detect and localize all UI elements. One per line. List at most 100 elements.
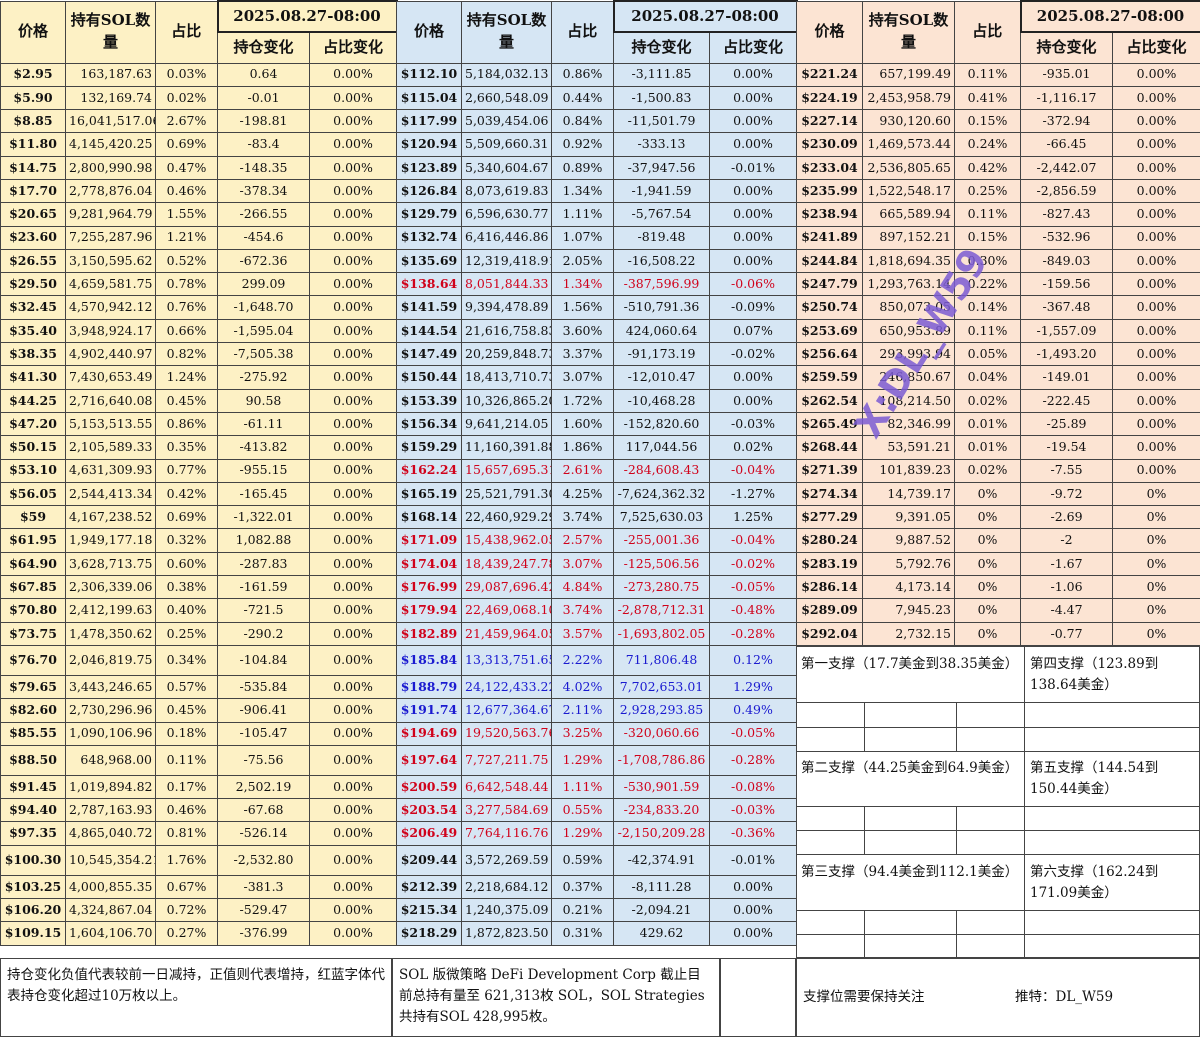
change-cell: 90.58 xyxy=(217,388,310,413)
table-row: $79.65 3,443,246.65 0.57% -535.84 0.00% xyxy=(0,674,398,700)
change-cell: -42,374.91 xyxy=(613,844,710,876)
change-cell: -530,901.59 xyxy=(613,774,710,800)
change-cell: -532.96 xyxy=(1020,225,1113,250)
table-row: $20.65 9,281,964.79 1.55% -266.55 0.00% xyxy=(0,202,398,227)
change-cell: 424,060.64 xyxy=(613,318,710,344)
table-row: $271.39 101,839.23 0.02% -7.55 0.00% xyxy=(796,458,1200,483)
table-row: $197.64 7,727,211.75 1.29% -1,708,786.86 -0.… xyxy=(396,744,798,776)
table-row: $241.89 897,152.21 0.15% -532.96 0.00% xyxy=(796,225,1200,250)
header-holding: 持有SOL数量 xyxy=(862,0,955,64)
price-cell: $171.09 xyxy=(396,528,462,553)
change-cell: 0.64 xyxy=(217,62,310,87)
pct-change-cell: -0.08% xyxy=(708,774,798,800)
price-cell: $53.10 xyxy=(0,458,66,483)
change-cell: -125,506.56 xyxy=(613,551,710,577)
table-row: $274.34 14,739.17 0% -9.72 0% xyxy=(796,481,1200,507)
price-cell: $265.49 xyxy=(796,411,863,437)
table-row: $265.49 82,346.99 0.01% -25.89 0.00% xyxy=(796,411,1200,437)
holding-cell: 5,184,032.13 xyxy=(461,62,552,87)
header-change: 持仓变化 xyxy=(613,31,710,64)
pct-cell: 0% xyxy=(954,481,1021,507)
pct-change-cell: 0.00% xyxy=(708,132,798,157)
holding-cell: 8,051,844.33 xyxy=(461,272,552,297)
holding-cell: 7,430,653.49 xyxy=(65,365,156,390)
pct-cell: 0.46% xyxy=(155,798,218,823)
pct-cell: 0.25% xyxy=(954,178,1021,204)
change-cell: -1,116.17 xyxy=(1020,85,1113,111)
change-cell: -8,111.28 xyxy=(613,874,710,900)
price-cell: $262.54 xyxy=(796,388,863,413)
divider xyxy=(956,702,957,751)
change-cell: -10,468.28 xyxy=(613,388,710,413)
holding-cell: 163,187.63 xyxy=(65,62,156,87)
pct-cell: 0.44% xyxy=(551,85,614,111)
price-cell: $165.19 xyxy=(396,481,462,507)
change-cell: -320,060.66 xyxy=(613,721,710,746)
pct-change-cell: 0.07% xyxy=(708,318,798,344)
support-3: 第三支撑（94.4美金到112.1美金） xyxy=(801,864,1019,880)
price-cell: $238.94 xyxy=(796,202,863,227)
holding-cell: 665,589.94 xyxy=(862,202,955,227)
price-cell: $188.79 xyxy=(396,674,462,700)
price-cell: $277.29 xyxy=(796,505,863,530)
change-cell: -105.47 xyxy=(217,721,310,746)
pct-cell: 0.41% xyxy=(954,85,1021,111)
pct-change-cell: 0.00% xyxy=(708,109,798,134)
price-cell: $100.30 xyxy=(0,844,66,876)
table-row: $188.79 24,122,433.22 4.02% 7,702,653.01 1.2… xyxy=(396,674,798,700)
pct-cell: 0.27% xyxy=(155,921,218,946)
table-row: $59 4,167,238.52 0.69% -1,322.01 0.00% xyxy=(0,505,398,530)
holding-cell: 3,572,269.59 xyxy=(461,844,552,876)
pct-change-cell: 0.00% xyxy=(308,698,398,723)
change-cell: -148.35 xyxy=(217,155,310,180)
price-cell: $38.35 xyxy=(0,342,66,367)
pct-cell: 1.11% xyxy=(551,774,614,800)
pct-change-cell: 0.00% xyxy=(1111,388,1200,413)
pct-cell: 1.76% xyxy=(155,844,218,876)
change-cell: -159.56 xyxy=(1020,272,1113,297)
pct-cell: 4.84% xyxy=(551,575,614,600)
pct-change-cell: 0.00% xyxy=(308,897,398,923)
change-cell: -333.13 xyxy=(613,132,710,157)
change-cell: -906.41 xyxy=(217,698,310,723)
holding-cell: 4,902,440.97 xyxy=(65,342,156,367)
table-row: $2.95 163,187.63 0.03% 0.64 0.00% xyxy=(0,62,398,87)
divider xyxy=(796,727,1200,728)
header-date: 2025.08.27-08:00 xyxy=(216,0,398,33)
price-cell: $64.90 xyxy=(0,551,66,577)
price-cell: $112.10 xyxy=(396,62,462,87)
divider xyxy=(864,702,865,751)
table-row: $238.94 665,589.94 0.11% -827.43 0.00% xyxy=(796,202,1200,227)
table-row: $44.25 2,716,640.08 0.45% 90.58 0.00% xyxy=(0,388,398,413)
pct-change-cell: 0.00% xyxy=(708,225,798,250)
price-cell: $283.19 xyxy=(796,551,863,577)
price-cell: $182.89 xyxy=(396,621,462,646)
pct-cell: 2.05% xyxy=(551,248,614,274)
pct-change-cell: 0% xyxy=(1111,505,1200,530)
change-cell: -4.47 xyxy=(1020,598,1113,623)
table-row: $153.39 10,326,865.20 1.72% -10,468.28 0.00% xyxy=(396,388,798,413)
holding-cell: 1,522,548.17 xyxy=(862,178,955,204)
pct-cell: 0.02% xyxy=(954,458,1021,483)
pct-change-cell: 0.00% xyxy=(308,295,398,320)
pct-cell: 0.52% xyxy=(155,248,218,274)
pct-change-cell: 0.00% xyxy=(308,202,398,227)
change-cell: -1,693,802.05 xyxy=(613,621,710,646)
pct-change-cell: 0.00% xyxy=(1111,202,1200,227)
holding-cell: 2,778,876.04 xyxy=(65,178,156,204)
pct-change-cell: 0.00% xyxy=(1111,272,1200,297)
change-cell: -1,941.59 xyxy=(613,178,710,204)
table-row: $29.50 4,659,581.75 0.78% 299.09 0.00% xyxy=(0,272,398,297)
table-row: $115.04 2,660,548.09 0.44% -1,500.83 0.00% xyxy=(396,85,798,111)
price-cell: $29.50 xyxy=(0,272,66,297)
pct-cell: 0% xyxy=(954,575,1021,600)
pct-cell: 0.05% xyxy=(954,342,1021,367)
pct-change-cell: 0.12% xyxy=(708,644,798,676)
pct-change-cell: 0.00% xyxy=(308,551,398,577)
pct-cell: 3.07% xyxy=(551,551,614,577)
table-row: $233.04 2,536,805.65 0.42% -2,442.07 0.00% xyxy=(796,155,1200,180)
pct-cell: 0% xyxy=(954,621,1021,646)
header-price: 价格 xyxy=(396,0,462,64)
holding-cell: 9,641,214.05 xyxy=(461,411,552,437)
holding-cell: 2,306,339.06 xyxy=(65,575,156,600)
